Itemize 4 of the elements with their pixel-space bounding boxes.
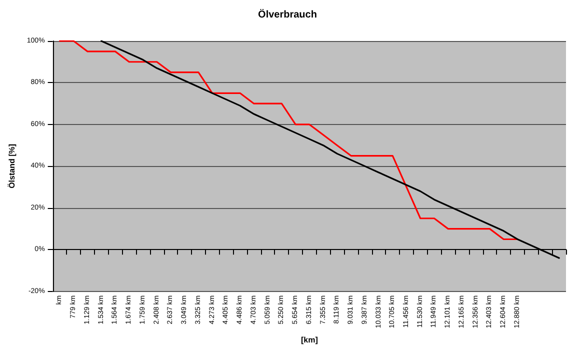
y-axis-title: Ölstand [%] [8, 144, 16, 188]
line-series [58, 40, 518, 240]
x-axis-title: [km] [300, 336, 318, 344]
chart-title: Ölverbrauch [258, 8, 317, 20]
